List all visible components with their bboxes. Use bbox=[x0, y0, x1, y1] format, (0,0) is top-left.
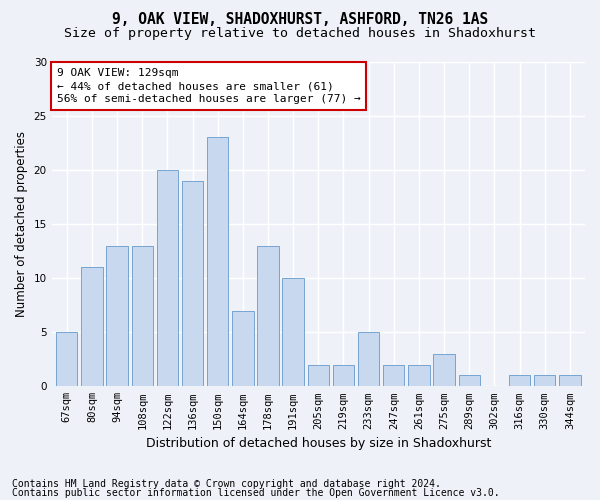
Bar bbox=[559, 376, 581, 386]
Bar bbox=[207, 138, 229, 386]
X-axis label: Distribution of detached houses by size in Shadoxhurst: Distribution of detached houses by size … bbox=[146, 437, 491, 450]
Bar bbox=[308, 364, 329, 386]
Text: Contains public sector information licensed under the Open Government Licence v3: Contains public sector information licen… bbox=[12, 488, 500, 498]
Bar bbox=[232, 310, 254, 386]
Bar bbox=[56, 332, 77, 386]
Bar bbox=[283, 278, 304, 386]
Bar bbox=[81, 267, 103, 386]
Y-axis label: Number of detached properties: Number of detached properties bbox=[15, 131, 28, 317]
Bar bbox=[383, 364, 404, 386]
Text: 9, OAK VIEW, SHADOXHURST, ASHFORD, TN26 1AS: 9, OAK VIEW, SHADOXHURST, ASHFORD, TN26 … bbox=[112, 12, 488, 28]
Text: 9 OAK VIEW: 129sqm
← 44% of detached houses are smaller (61)
56% of semi-detache: 9 OAK VIEW: 129sqm ← 44% of detached hou… bbox=[57, 68, 361, 104]
Bar bbox=[509, 376, 530, 386]
Bar bbox=[408, 364, 430, 386]
Bar bbox=[458, 376, 480, 386]
Bar bbox=[433, 354, 455, 386]
Text: Contains HM Land Registry data © Crown copyright and database right 2024.: Contains HM Land Registry data © Crown c… bbox=[12, 479, 441, 489]
Bar bbox=[157, 170, 178, 386]
Text: Size of property relative to detached houses in Shadoxhurst: Size of property relative to detached ho… bbox=[64, 28, 536, 40]
Bar bbox=[358, 332, 379, 386]
Bar bbox=[106, 246, 128, 386]
Bar bbox=[333, 364, 354, 386]
Bar bbox=[257, 246, 279, 386]
Bar bbox=[131, 246, 153, 386]
Bar bbox=[534, 376, 556, 386]
Bar bbox=[182, 180, 203, 386]
